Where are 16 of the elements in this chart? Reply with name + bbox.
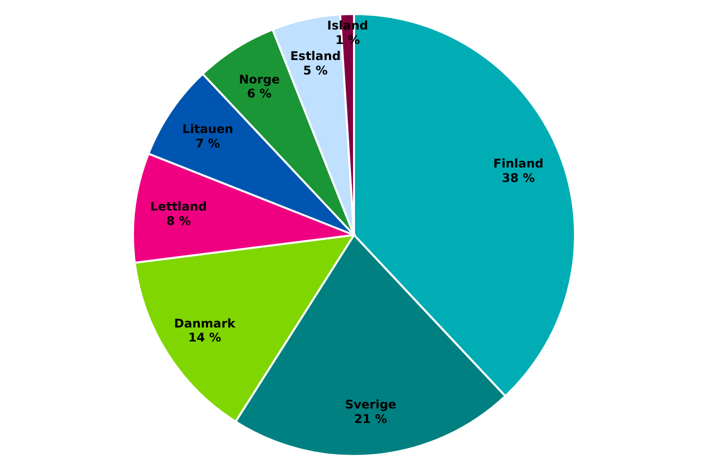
- slice-label: Island: [327, 18, 368, 32]
- data-label: 1 %: [335, 32, 360, 47]
- slice-label: Finland: [493, 156, 544, 171]
- slice-label: Litauen: [182, 122, 234, 136]
- data-label: 8 %: [166, 214, 191, 228]
- slice-label: Lettland: [150, 199, 207, 214]
- data-label: 6 %: [246, 86, 272, 101]
- slice-label: Danmark: [174, 316, 236, 330]
- slice-label: Norge: [238, 72, 280, 86]
- data-label: 21 %: [354, 412, 388, 426]
- data-label: 7 %: [195, 136, 220, 151]
- data-label: 38 %: [502, 170, 535, 185]
- slice-label: Sverige: [344, 398, 396, 412]
- data-label: 14 %: [188, 330, 222, 345]
- slice-label: Estland: [290, 49, 341, 64]
- data-label: 5 %: [303, 63, 328, 78]
